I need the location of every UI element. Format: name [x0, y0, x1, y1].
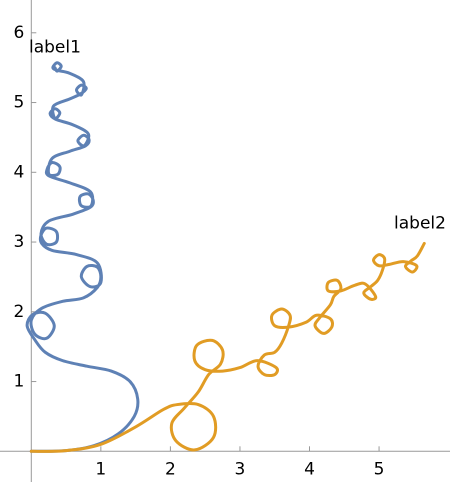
- curve: [29, 241, 426, 453]
- y-tick-label: 2: [13, 302, 24, 322]
- y-tick-label: 4: [13, 162, 24, 182]
- y-tick-label: 6: [13, 23, 24, 43]
- y-tick-label: 5: [13, 93, 24, 113]
- curve: [25, 61, 140, 453]
- y-tick-label: 1: [13, 372, 24, 392]
- x-tick-label: 1: [95, 459, 106, 479]
- x-tick-label: 3: [235, 459, 246, 479]
- y-tick-label: 3: [13, 232, 24, 252]
- x-tick-label: 5: [374, 459, 385, 479]
- x-tick-label: 2: [165, 459, 176, 479]
- curve-label: label2: [394, 213, 446, 233]
- curve-label: label1: [29, 38, 81, 58]
- x-tick-label: 4: [304, 459, 315, 479]
